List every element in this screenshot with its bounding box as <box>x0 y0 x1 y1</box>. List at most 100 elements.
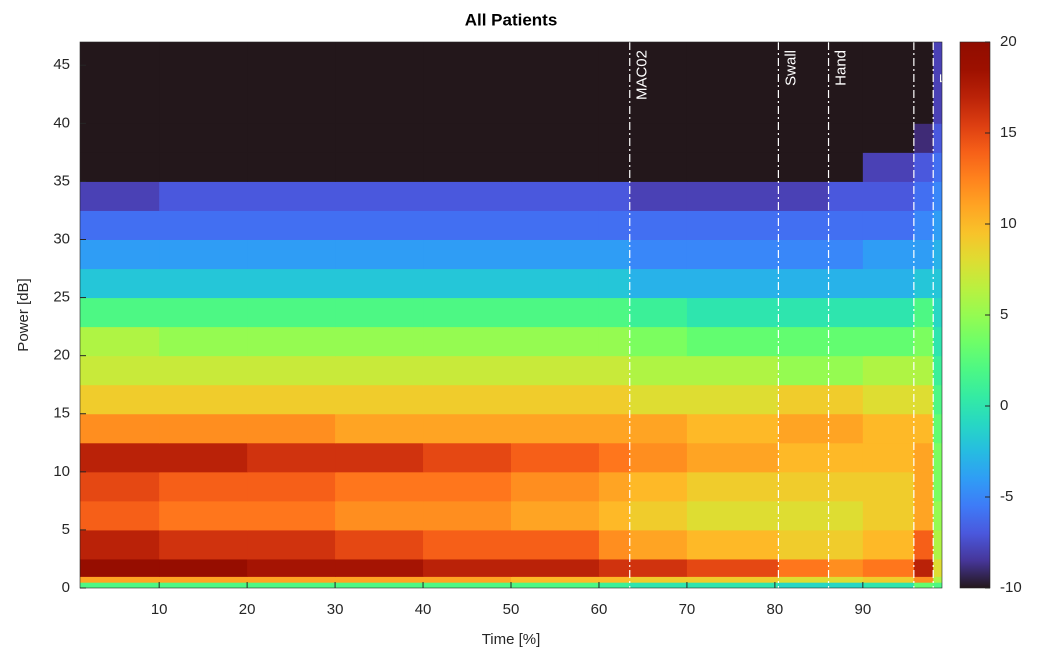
heat-cell <box>862 529 915 560</box>
heat-cell <box>629 576 688 583</box>
heat-cell <box>862 297 915 328</box>
heat-cell <box>686 558 779 577</box>
heat-cell <box>511 297 600 328</box>
heat-cell <box>80 297 160 328</box>
heat-cell <box>933 471 942 502</box>
heat-cell <box>598 297 631 328</box>
heat-cell <box>335 268 424 299</box>
heat-cell <box>778 268 830 299</box>
heat-cell <box>933 210 942 240</box>
y-tick-label: 15 <box>53 405 70 422</box>
heat-cell <box>423 576 512 583</box>
heat-cell <box>778 326 830 357</box>
heat-cell <box>247 500 336 531</box>
heat-cell <box>80 413 160 444</box>
heat-cell <box>511 500 600 531</box>
heat-cell <box>933 529 942 560</box>
chart-title: All Patients <box>465 10 558 29</box>
heat-cell <box>933 326 942 357</box>
heat-cell <box>159 529 248 560</box>
heat-cell <box>933 500 942 531</box>
heat-cell <box>828 558 864 577</box>
heat-cell <box>335 582 424 588</box>
heat-cell <box>335 210 424 240</box>
heat-cell <box>511 210 600 240</box>
colorbar-tick-label: -10 <box>1000 579 1022 596</box>
overlay: MAC02 Swall Hand Eyes 10 20 30 40 50 60 70 80 90 0 5 10… <box>53 41 954 618</box>
heat-cell <box>933 558 942 577</box>
heat-cell <box>933 413 942 444</box>
heat-cell <box>933 181 942 211</box>
x-tick-label: 70 <box>679 601 696 618</box>
colorbar-tick-label: 15 <box>1000 124 1017 141</box>
heat-cell <box>778 123 830 153</box>
heat-cell <box>862 268 915 299</box>
heat-cell <box>778 297 830 328</box>
heat-cell <box>862 239 915 270</box>
x-tick-label: 60 <box>591 601 608 618</box>
heat-cell <box>933 239 942 270</box>
heat-cell <box>862 500 915 531</box>
x-axis-label: Time [%] <box>482 631 541 648</box>
heat-cell <box>629 181 688 211</box>
event-label: Swall <box>782 50 799 86</box>
heat-cell <box>629 558 688 577</box>
heat-cell <box>159 500 248 531</box>
heat-cell <box>913 529 934 560</box>
heat-cell <box>686 42 779 124</box>
heat-cell <box>423 558 512 577</box>
heat-cell <box>335 558 424 577</box>
heat-cell <box>598 558 631 577</box>
heat-cell <box>913 152 934 182</box>
heat-cell <box>159 355 248 386</box>
heat-cell <box>598 442 631 473</box>
colorbar-tick-label: 0 <box>1000 397 1008 414</box>
heat-cell <box>598 152 631 182</box>
heat-cell <box>511 442 600 473</box>
heat-cell <box>828 181 864 211</box>
heat-cell <box>598 384 631 415</box>
heat-cell <box>80 576 160 583</box>
heat-cell <box>335 355 424 386</box>
heat-cell <box>629 268 688 299</box>
colorbar-tick-label: -5 <box>1000 488 1013 505</box>
heat-cell <box>335 181 424 211</box>
heat-cell <box>159 181 248 211</box>
heat-cell <box>862 152 915 182</box>
y-tick-label: 25 <box>53 289 70 306</box>
heat-cell <box>828 413 864 444</box>
heat-cell <box>828 582 864 588</box>
heat-cell <box>511 181 600 211</box>
x-tick-label: 10 <box>151 601 168 618</box>
heat-cell <box>862 384 915 415</box>
heat-cell <box>511 123 600 153</box>
heat-cell <box>913 210 934 240</box>
heat-cell <box>159 210 248 240</box>
heat-cell <box>629 326 688 357</box>
heat-cell <box>913 558 934 577</box>
heat-cell <box>862 326 915 357</box>
heat-cell <box>159 239 248 270</box>
heat-cell <box>629 239 688 270</box>
heat-cell <box>80 326 160 357</box>
heat-cell <box>686 384 779 415</box>
heat-cell <box>862 576 915 583</box>
heat-cell <box>686 529 779 560</box>
heat-cell <box>511 42 600 124</box>
heat-cell <box>423 471 512 502</box>
heat-cell <box>335 152 424 182</box>
heat-cell <box>862 42 915 124</box>
heat-cell <box>862 558 915 577</box>
heat-cell <box>778 152 830 182</box>
heat-cell <box>335 239 424 270</box>
heat-cell <box>629 471 688 502</box>
heat-cell <box>913 582 934 588</box>
heat-cell <box>247 42 336 124</box>
heat-cell <box>511 576 600 583</box>
heatmap <box>80 42 942 588</box>
heat-cell <box>423 326 512 357</box>
heat-cell <box>423 500 512 531</box>
heat-cell <box>511 471 600 502</box>
heat-cell <box>247 268 336 299</box>
heat-cell <box>598 576 631 583</box>
